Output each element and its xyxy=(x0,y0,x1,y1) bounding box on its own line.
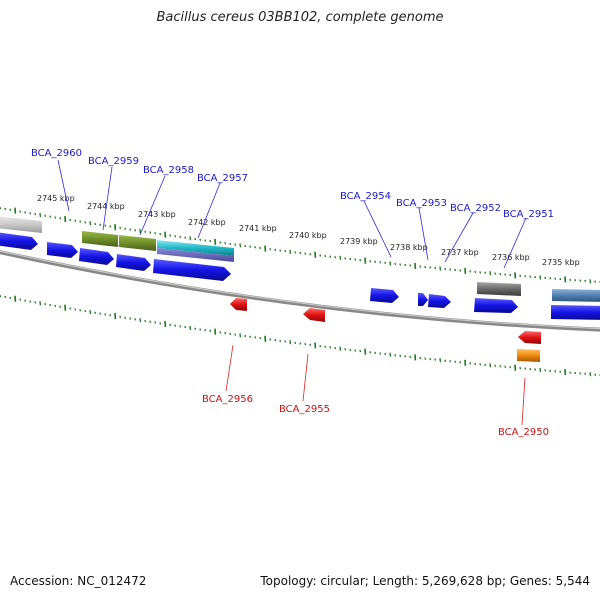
ruler-label: 2745 kbp xyxy=(37,194,75,203)
forward-gene-labels: BCA_2960 BCA_2959 BCA_2958 BCA_2957 BCA_… xyxy=(31,148,554,220)
genome-backbone-highlight xyxy=(0,250,600,330)
cds-reverse[interactable] xyxy=(518,331,541,344)
cds-forward[interactable] xyxy=(47,242,78,258)
gene-label[interactable]: BCA_2957 xyxy=(197,173,248,184)
reverse-cds-track xyxy=(230,298,541,362)
accession-text: Accession: NC_012472 xyxy=(10,574,147,588)
gene-label[interactable]: BCA_2952 xyxy=(450,203,501,214)
gene-label[interactable]: BCA_2959 xyxy=(88,156,139,167)
ruler-label: 2744 kbp xyxy=(87,202,125,211)
ruler-label: 2735 kbp xyxy=(542,258,580,267)
genome-backbone xyxy=(0,250,600,332)
gene-label[interactable]: BCA_2958 xyxy=(143,165,194,176)
cds-forward[interactable] xyxy=(79,248,114,265)
cds-forward[interactable] xyxy=(418,293,428,306)
gene-label[interactable]: BCA_2950 xyxy=(498,427,549,438)
cds-forward[interactable] xyxy=(0,232,38,250)
forward-cds-track xyxy=(0,232,600,320)
gene-label[interactable]: BCA_2960 xyxy=(31,148,82,159)
ruler-label: 2743 kbp xyxy=(138,210,176,219)
ruler-label: 2738 kbp xyxy=(390,243,428,252)
feature-track xyxy=(0,216,600,302)
cds-forward[interactable] xyxy=(474,298,518,313)
leader-lines xyxy=(57,159,527,269)
genome-summary-text: Topology: circular; Length: 5,269,628 bp… xyxy=(260,574,590,588)
ruler-label: 2736 kbp xyxy=(492,253,530,262)
feature-steel[interactable] xyxy=(552,289,600,302)
gene-label[interactable]: BCA_2951 xyxy=(503,209,554,220)
ruler-label: 2742 kbp xyxy=(188,218,226,227)
feature-cyan[interactable] xyxy=(157,240,234,256)
leader-lines-reverse xyxy=(225,344,526,426)
map-title: Bacillus cereus 03BB102, complete genome xyxy=(156,10,444,25)
cds-forward[interactable] xyxy=(428,294,451,308)
feature-darkgray[interactable] xyxy=(477,282,521,296)
feature-orange[interactable] xyxy=(517,349,540,362)
gene-label[interactable]: BCA_2954 xyxy=(340,191,391,202)
cds-forward[interactable] xyxy=(116,254,151,271)
outer-tick-ring xyxy=(0,206,600,284)
cds-reverse[interactable] xyxy=(303,308,325,322)
feature-lightgray[interactable] xyxy=(0,216,42,233)
feature-purple[interactable] xyxy=(157,248,234,262)
gene-label[interactable]: BCA_2956 xyxy=(202,394,253,405)
gene-label[interactable]: BCA_2955 xyxy=(279,404,330,415)
ruler-label: 2740 kbp xyxy=(289,231,327,240)
inner-tick-ring xyxy=(0,294,600,377)
cds-forward[interactable] xyxy=(153,259,231,281)
cds-forward[interactable] xyxy=(551,305,600,320)
cds-forward[interactable] xyxy=(370,288,399,303)
feature-olive-2[interactable] xyxy=(119,235,156,251)
ruler-labels: 2745 kbp 2744 kbp 2743 kbp 2742 kbp 2741… xyxy=(37,194,580,267)
reverse-gene-labels: BCA_2956 BCA_2955 BCA_2950 xyxy=(202,394,549,438)
ruler-label: 2739 kbp xyxy=(340,237,378,246)
ruler-label: 2737 kbp xyxy=(441,248,479,257)
feature-olive-1[interactable] xyxy=(82,231,118,247)
cds-reverse[interactable] xyxy=(230,298,247,311)
ruler-label: 2741 kbp xyxy=(239,224,277,233)
gene-label[interactable]: BCA_2953 xyxy=(396,198,447,209)
